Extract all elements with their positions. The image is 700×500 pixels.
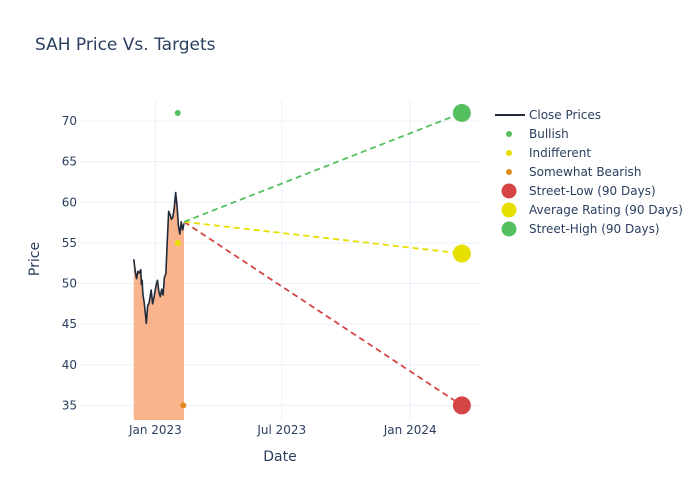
plot-area [132,103,471,420]
target-marker-street-high [452,103,471,122]
legend-swatch-dot [506,150,512,156]
y-tick-label: 40 [62,358,77,372]
target-line-street-low [183,221,463,407]
legend-label: Average Rating (90 Days) [529,203,683,217]
legend-label: Somewhat Bearish [529,165,641,179]
legend-swatch-marker [501,202,517,218]
y-tick-label: 50 [62,277,77,291]
x-tick-label: Jan 2023 [128,423,182,437]
legend-swatch-dot [506,131,512,137]
x-tick-label: Jan 2024 [383,423,437,437]
rating-point-bullish [174,109,181,116]
legend: Close Prices Bullish Indifferent Somewhat B… [495,108,683,237]
legend-swatch-marker [501,221,517,237]
y-axis-title: Price [27,242,43,276]
y-tick-label: 65 [62,155,77,169]
y-tick-label: 45 [62,317,77,331]
axis-ticks: 35 40 45 50 55 60 65 70 Jan 2023 Jul 2023 Jan 2024 [62,114,437,437]
legend-swatch-dot [506,169,512,175]
legend-swatch-marker [501,183,517,199]
target-marker-average [452,244,471,263]
y-tick-label: 60 [62,195,77,209]
legend-label: Close Prices [529,108,601,122]
y-tick-label: 55 [62,236,77,250]
x-tick-label: Jul 2023 [256,423,306,437]
target-line-average [183,220,462,255]
legend-label: Street-High (90 Days) [529,222,660,236]
target-marker-street-low [452,396,471,415]
legend-label: Bullish [529,127,569,141]
y-tick-label: 35 [62,398,77,412]
legend-label: Street-Low (90 Days) [529,184,656,198]
target-line-street-high [183,112,463,223]
close-price-area [133,192,185,420]
y-tick-label: 70 [62,114,77,128]
x-axis-title: Date [263,449,296,465]
legend-label: Indifferent [529,146,591,160]
rating-point-somewhat-bearish [180,402,187,409]
close-price-line [132,191,185,325]
chart-title: SAH Price Vs. Targets [35,35,216,55]
rating-point-indifferent [174,239,181,246]
